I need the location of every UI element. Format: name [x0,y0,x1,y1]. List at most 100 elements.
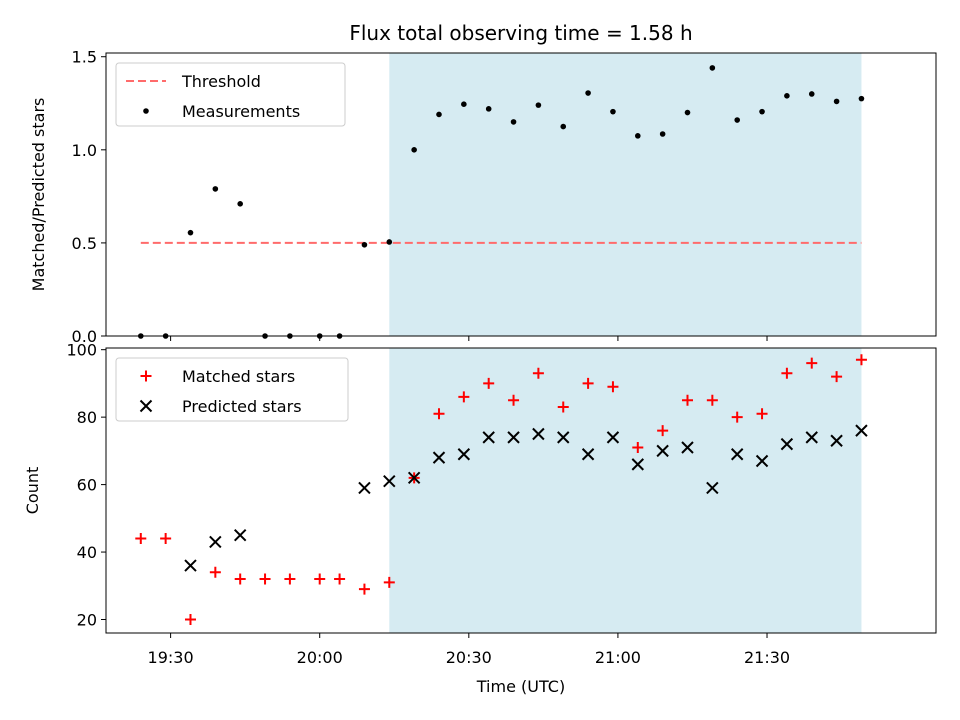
matched-stars-point [358,583,370,595]
predicted-stars-point [830,434,843,447]
matched-stars-point [259,573,271,585]
measurement-point [485,106,492,112]
predicted-stars-point [855,424,868,437]
y-tick-label: 0.0 [72,327,97,346]
measurement-point [212,186,219,192]
matched-stars-point [383,576,395,588]
legend-label: Threshold [181,72,261,91]
legend-matched-swatch [140,370,152,382]
x-tick-label: 21:00 [595,648,641,667]
matched-stars-point [209,566,221,578]
predicted-stars-point [457,448,471,461]
matched-stars-point [234,573,246,585]
y-axis-label: Matched/Predicted stars [29,98,48,292]
legend-box [115,62,346,127]
legend-box [115,357,349,422]
bottom-panel: 20 40 60 80 100 19:30 20:00 20:30 21:00 21:30 Coun… [23,341,937,667]
matched-stars-point [855,354,867,366]
measurement-point [709,65,716,71]
matched-stars-point [483,377,495,389]
axes-frame [105,347,937,634]
matched-stars-point [433,408,445,420]
legend-predicted-swatch [139,399,153,413]
predicted-stars-point [681,441,694,454]
predicted-stars-point [209,535,222,549]
predicted-stars-point [358,481,371,495]
legend-label: Measurements [182,102,300,121]
x-axis-label: Time (UTC) [476,677,565,696]
measurement-point [634,133,641,139]
x-tick-label: 20:00 [297,648,343,667]
measurement-point [436,111,442,118]
axes-frame [105,52,937,337]
predicted-stars-point [755,454,769,468]
matched-stars-point [632,441,644,453]
legend: Threshold Measurements [115,62,346,127]
matched-stars-point [532,367,544,379]
matched-stars-point [756,408,768,420]
measurement-point [808,91,815,97]
matched-stars-point [160,533,172,545]
measurement-point [759,108,765,115]
legend-label: Predicted stars [182,397,302,416]
matched-stars-point [334,573,346,585]
y-tick-label: 40 [77,543,97,562]
predicted-stars-point [780,437,794,451]
predicted-stars-point [482,431,495,444]
predicted-stars-point [407,471,421,485]
predicted-stars-point [383,475,396,488]
measurement-point [187,229,194,236]
matched-stars-point [284,573,296,585]
measurement-point [784,93,790,99]
measurement-point [411,147,417,153]
matched-stars-point [731,411,743,423]
measurement-point [461,101,467,108]
matched-stars-point [781,367,793,379]
measurement-point [684,109,691,116]
legend-measurement-swatch [143,108,149,114]
matched-stars-point [582,377,594,389]
y-axis-label: Count [23,467,42,515]
y-tick-label: 20 [77,611,97,630]
y-tick-label: 100 [66,341,97,360]
x-tick-label: 20:30 [446,648,492,667]
matched-stars-point [806,357,818,369]
matched-stars-point [314,573,326,585]
measurement-point [585,90,591,96]
predicted-stars-point [730,448,744,461]
matched-stars-point [607,381,619,393]
matched-stars-point [831,371,843,383]
predicted-stars-point [432,451,446,464]
predicted-stars-point [656,444,669,458]
matched-stars-point [135,533,147,545]
matched-stars-point [458,391,470,403]
measurement-point [734,117,740,123]
matched-stars-point [681,394,693,406]
x-tick-label: 21:30 [744,648,790,667]
y-tick-label: 60 [77,476,97,495]
legend-label: Matched stars [182,367,295,386]
measurement-point [560,123,567,130]
matched-stars-point [706,394,718,406]
figure-title: Flux total observing time = 1.58 h [349,21,692,45]
matched-stars-point [557,401,569,413]
predicted-stars-point [557,431,570,444]
measurement-point [858,95,865,102]
predicted-stars-point [532,427,545,441]
measurement-point [237,201,243,207]
measurement-point [386,239,393,245]
matched-stars-point [657,425,669,437]
predicted-stars-point [233,528,247,542]
predicted-stars-point [706,481,719,495]
measurement-point [833,98,840,105]
predicted-stars-point [184,559,197,572]
measurement-point [361,241,368,248]
predicted-stars-point [606,431,620,444]
measurement-point [510,119,517,125]
measurement-point [535,102,542,108]
y-tick-label: 1.0 [72,141,97,160]
predicted-stars-point [581,448,595,461]
predicted-stars-point [805,431,818,444]
y-tick-label: 80 [77,408,97,427]
